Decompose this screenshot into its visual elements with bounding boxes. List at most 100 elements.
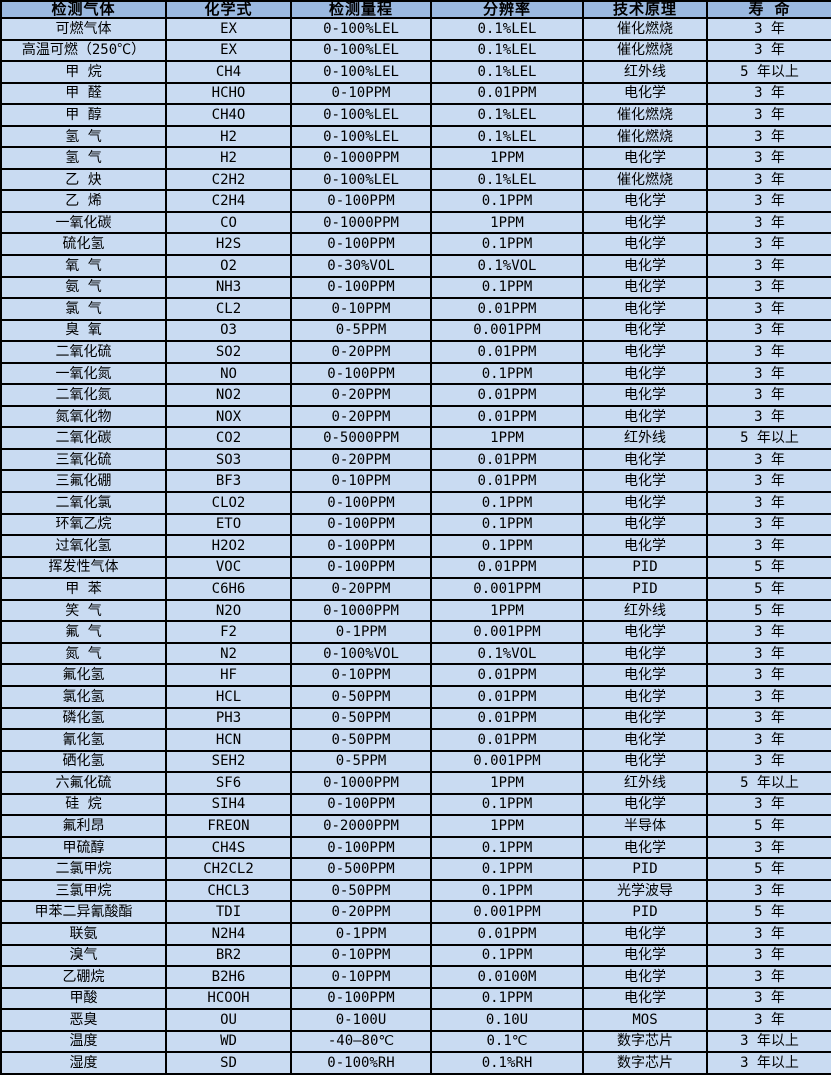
table-row: 氨 气 NH3 0-100PPM 0.1PPM 电化学 3 年 [0,275,831,300]
cell-lifespan: 3 年 [706,254,831,278]
cell-formula: C2H2 [165,167,292,192]
cell-range: 0-10PPM [290,663,432,687]
cell-lifespan: 3 年 [706,534,831,558]
cell-principle: 电化学 [582,232,708,256]
cell-range: 0-100PPM [290,491,432,515]
cell-range: 0-1PPM [290,620,432,644]
cell-formula: BF3 [165,469,292,494]
cell-resolution: 0.1%RH [430,1051,584,1075]
cell-principle: 电化学 [582,447,708,472]
cell-resolution: 0.1PPM [430,943,584,968]
cell-principle: 电化学 [582,921,708,946]
cell-formula: HCOOH [165,986,292,1011]
table-row: 六氟化硫 SF6 0-1000PPM 1PPM 红外线 5 年以上 [0,771,831,795]
cell-principle: 电化学 [582,512,708,537]
cell-range: 0-500PPM [290,857,432,881]
table-row: 挥发性气体 VOC 0-100PPM 0.01PPM PID 5 年 [0,555,831,580]
cell-resolution: 0.1PPM [430,232,584,256]
table-row: 过氧化氢 H2O2 0-100PPM 0.1PPM 电化学 3 年 [0,534,831,558]
cell-formula: CH2CL2 [165,857,292,881]
table-row: 湿度 SD 0-100%RH 0.1%RH 数字芯片 3 年以上 [0,1051,831,1075]
cell-range: 0-100%LEL [290,103,432,127]
cell-lifespan: 3 年 [706,878,831,903]
cell-resolution: 0.01PPM [430,706,584,731]
cell-formula: OU [165,1008,292,1032]
cell-gas: 氯 气 [0,297,167,321]
cell-lifespan: 3 年 [706,512,831,537]
cell-formula: EX [165,38,292,63]
cell-resolution: 1PPM [430,771,584,795]
cell-range: 0-30%VOL [290,254,432,278]
table-row: 氮氧化物 NOX 0-20PPM 0.01PPM 电化学 3 年 [0,404,831,429]
header-row: 检测气体 化学式 检测量程 分辨率 技术原理 寿 命 [0,0,831,19]
cell-gas: 甲硫醇 [0,835,167,860]
cell-principle: 电化学 [582,210,708,235]
cell-principle: 数字芯片 [582,1029,708,1054]
table-row: 臭 氧 O3 0-5PPM 0.001PPM 电化学 3 年 [0,318,831,343]
cell-principle: PID [582,577,708,601]
cell-resolution: 0.10U [430,1008,584,1032]
column-header-range: 检测量程 [290,0,432,19]
cell-resolution: 0.1PPM [430,835,584,860]
table-row: 氟化氢 HF 0-10PPM 0.01PPM 电化学 3 年 [0,663,831,687]
cell-gas: 三氧化硫 [0,447,167,472]
column-header-gas: 检测气体 [0,0,167,19]
cell-formula: FREON [165,814,292,838]
cell-range: 0-100PPM [290,555,432,580]
cell-lifespan: 3 年 [706,943,831,968]
table-row: 氟 气 F2 0-1PPM 0.001PPM 电化学 3 年 [0,620,831,644]
cell-formula: HCL [165,684,292,709]
cell-range: 0-10PPM [290,81,432,106]
cell-formula: NH3 [165,275,292,300]
cell-range: 0-50PPM [290,728,432,752]
cell-gas: 氢 气 [0,124,167,149]
cell-lifespan: 3 年 [706,340,831,364]
cell-lifespan: 5 年以上 [706,771,831,795]
cell-lifespan: 5 年 [706,577,831,601]
cell-resolution: 1PPM [430,210,584,235]
cell-principle: 光学波导 [582,878,708,903]
cell-lifespan: 3 年 [706,297,831,321]
cell-resolution: 0.1PPM [430,275,584,300]
cell-principle: 催化燃烧 [582,17,708,41]
cell-resolution: 0.001PPM [430,577,584,601]
cell-resolution: 0.1PPM [430,857,584,881]
cell-range: 0-100%VOL [290,641,432,666]
cell-gas: 六氟化硫 [0,771,167,795]
cell-range: 0-100PPM [290,361,432,386]
cell-gas: 三氟化硼 [0,469,167,494]
cell-formula: WD [165,1029,292,1054]
cell-range: 0-20PPM [290,447,432,472]
cell-formula: SF6 [165,771,292,795]
cell-principle: 电化学 [582,146,708,170]
cell-gas: 二氧化硫 [0,340,167,364]
cell-gas: 氟化氢 [0,663,167,687]
table-row: 甲酸 HCOOH 0-100PPM 0.1PPM 电化学 3 年 [0,986,831,1011]
cell-range: 0-100%LEL [290,38,432,63]
cell-range: 0-20PPM [290,340,432,364]
cell-gas: 过氧化氢 [0,534,167,558]
cell-principle: 红外线 [582,60,708,84]
cell-resolution: 1PPM [430,146,584,170]
cell-principle: 催化燃烧 [582,38,708,63]
cell-formula: CL2 [165,297,292,321]
cell-lifespan: 5 年 [706,814,831,838]
cell-lifespan: 3 年 [706,38,831,63]
cell-resolution: 0.1PPM [430,361,584,386]
cell-range: 0-5PPM [290,749,432,774]
cell-resolution: 0.01PPM [430,921,584,946]
cell-range: 0-100PPM [290,986,432,1011]
cell-formula: HCHO [165,81,292,106]
cell-principle: 电化学 [582,534,708,558]
cell-lifespan: 3 年 [706,792,831,817]
table-row: 二氧化氯 CLO2 0-100PPM 0.1PPM 电化学 3 年 [0,491,831,515]
cell-gas: 氢 气 [0,146,167,170]
cell-formula: CO [165,210,292,235]
table-row: 甲 醛 HCHO 0-10PPM 0.01PPM 电化学 3 年 [0,81,831,106]
cell-range: 0-100PPM [290,232,432,256]
cell-range: 0-100PPM [290,835,432,860]
cell-principle: 数字芯片 [582,1051,708,1075]
cell-gas: 硅 烷 [0,792,167,817]
